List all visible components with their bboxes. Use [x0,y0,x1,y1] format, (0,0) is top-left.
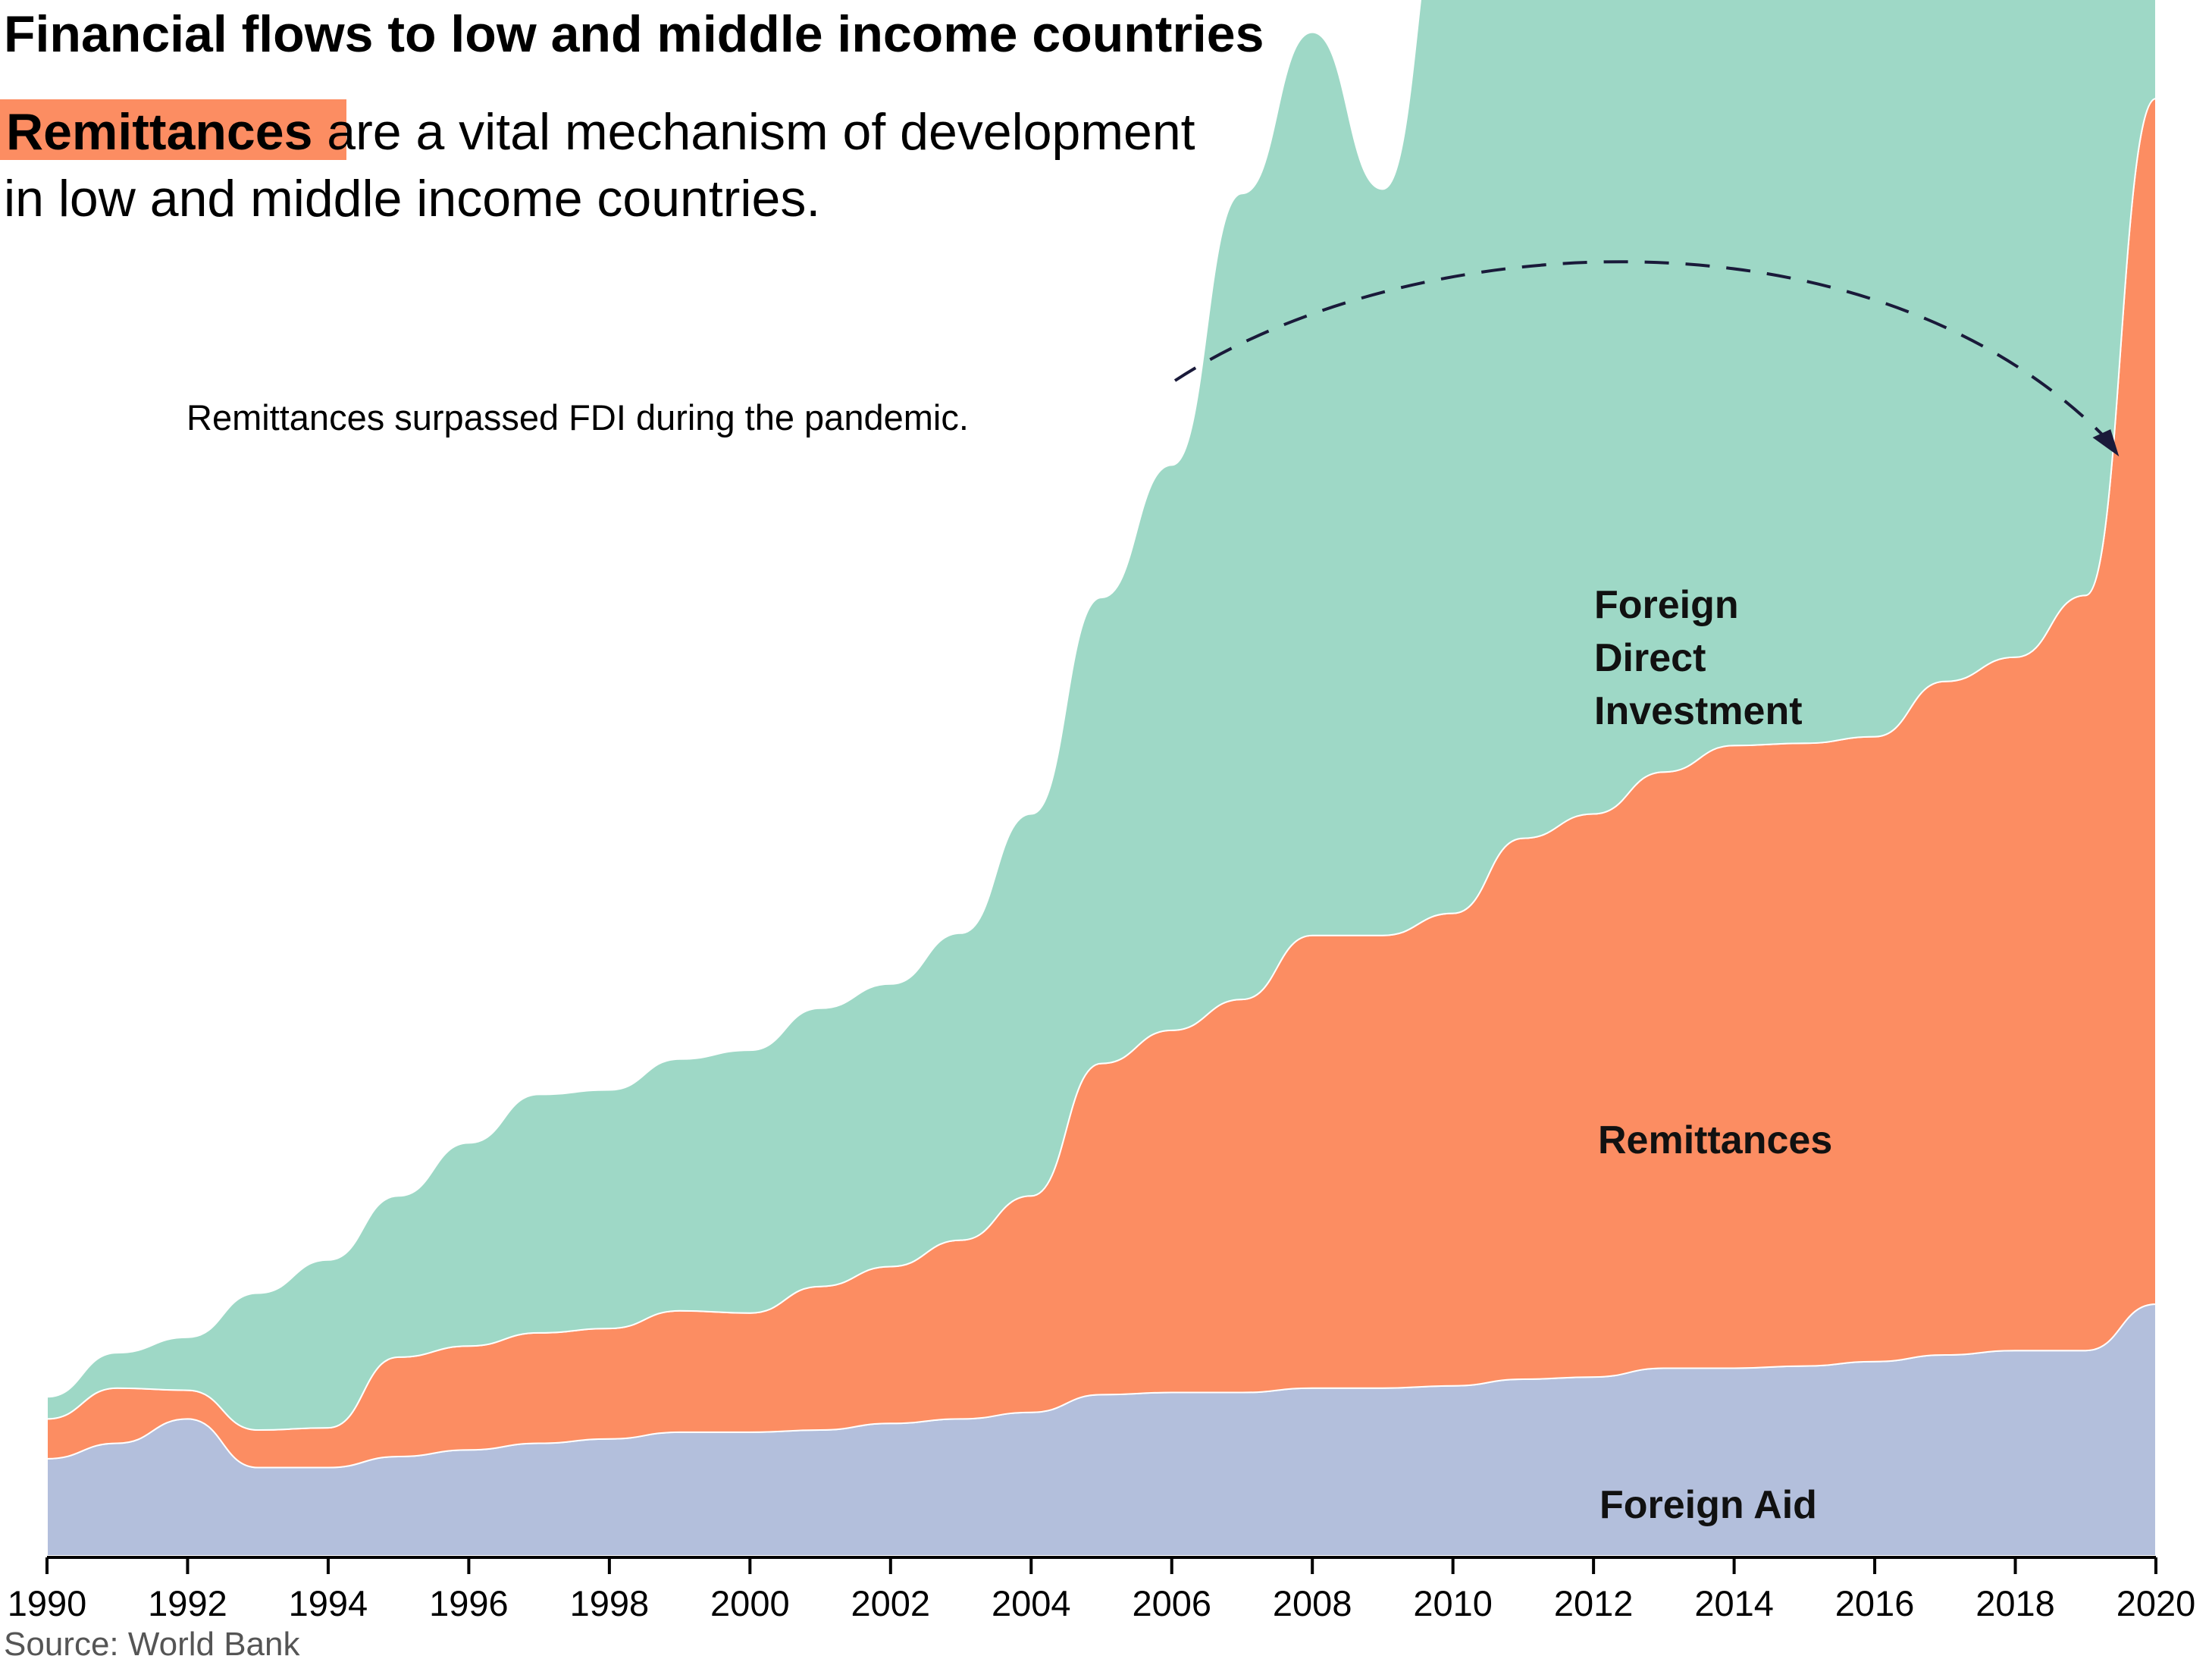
x-tick-label-1996: 1996 [429,1583,509,1623]
subtitle-highlight: Remittances [6,103,312,161]
stacked-areas [46,0,2157,1557]
series-label-foreign-direct-investment-line-2: Direct [1594,636,1706,680]
x-tick-label-2008: 2008 [1273,1583,1352,1623]
x-tick-label-2002: 2002 [851,1583,931,1623]
series-label-foreign-aid: Foreign Aid [1599,1483,1817,1527]
x-tick-label-2000: 2000 [710,1583,790,1623]
x-axis: 1990 1992 1994 1996 1998 2000 2002 2004 2006 2008… [8,1556,2196,1623]
chart-title: Financial flows to low and middle income… [4,5,1264,63]
x-tick-label-2016: 2016 [1835,1583,1915,1623]
x-tick-label-2014: 2014 [1694,1583,1774,1623]
series-label-remittances: Remittances [1598,1118,1832,1162]
x-tick-label-1992: 1992 [148,1583,227,1623]
subtitle-rest: are a vital mechanism of development [312,103,1195,161]
series-label-foreign-direct-investment-line-3: Investment [1594,689,1803,733]
series-label-foreign-direct-investment-line-1: Foreign [1594,583,1739,627]
x-tick-label-2004: 2004 [992,1583,1071,1623]
x-tick-label-2020: 2020 [2116,1583,2196,1623]
subtitle-line-2: in low and middle income countries. [4,170,820,227]
x-tick-label-1998: 1998 [570,1583,650,1623]
x-tick-label-1990: 1990 [8,1583,87,1623]
x-tick-label-2010: 2010 [1413,1583,1493,1623]
subtitle-highlight-box [0,99,346,160]
annotation-arrow [1173,260,2120,457]
annotation-text: Remittances surpassed FDI during the pan… [186,397,969,437]
x-tick-label-2018: 2018 [1975,1583,2055,1623]
area-foreign-direct-investment [46,0,2157,1432]
x-tick-label-2012: 2012 [1554,1583,1634,1623]
x-tick-label-2006: 2006 [1132,1583,1211,1623]
series-labels: Foreign Aid Remittances Foreign Direct Inves… [1594,583,1832,1527]
source-note: Source: World Bank [4,1626,300,1659]
x-tick-label-1994: 1994 [289,1583,368,1623]
subtitle-line-1: Remittances are a vital mechanism of dev… [6,103,1195,161]
